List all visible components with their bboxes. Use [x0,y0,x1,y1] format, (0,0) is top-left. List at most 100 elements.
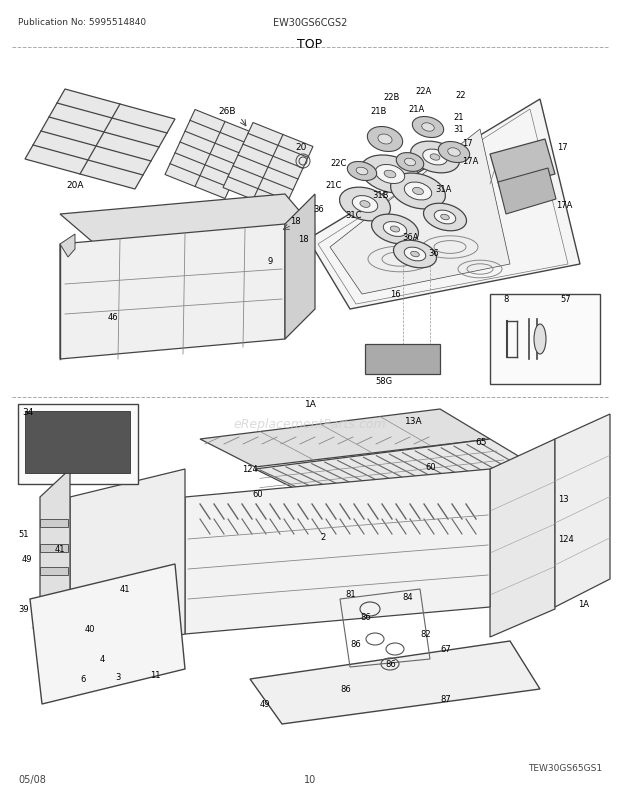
Text: 41: 41 [120,585,130,593]
Ellipse shape [394,241,436,269]
Polygon shape [25,90,175,190]
Polygon shape [40,469,70,664]
Text: 60: 60 [252,490,263,499]
Text: 65: 65 [475,438,487,447]
Text: 21C: 21C [325,180,342,189]
Ellipse shape [410,142,459,174]
Ellipse shape [371,215,419,245]
Text: 58G: 58G [375,377,392,386]
Text: 26B: 26B [218,107,236,116]
Text: 1A: 1A [578,600,589,609]
Text: 124: 124 [558,535,574,544]
Ellipse shape [430,155,440,161]
Text: 22A: 22A [415,87,432,96]
Text: TOP: TOP [298,38,322,51]
Ellipse shape [412,117,444,138]
Text: 18: 18 [290,217,301,226]
Ellipse shape [340,188,391,221]
Text: EW30GS6CGS2: EW30GS6CGS2 [273,18,347,28]
Text: 17: 17 [462,140,472,148]
Text: 82: 82 [420,630,431,638]
Text: 51: 51 [18,530,29,539]
Ellipse shape [438,142,470,164]
Text: 22B: 22B [383,93,399,103]
Text: 20A: 20A [66,180,84,189]
Text: 87: 87 [440,695,451,703]
Text: 1A: 1A [305,400,317,409]
Text: 6: 6 [80,674,86,683]
Text: 36: 36 [428,248,439,257]
Ellipse shape [422,124,434,132]
Ellipse shape [396,153,423,172]
Text: Publication No: 5995514840: Publication No: 5995514840 [18,18,146,27]
Text: 36A: 36A [402,233,418,242]
Bar [18,404,138,484]
Ellipse shape [412,188,423,196]
Text: 21A: 21A [408,105,424,115]
Bar [40,567,68,575]
Text: 86: 86 [385,660,396,669]
Polygon shape [555,415,610,607]
Polygon shape [255,439,540,497]
Text: 84: 84 [402,593,413,602]
Text: 4: 4 [100,654,105,664]
Text: 9: 9 [268,257,273,266]
Ellipse shape [352,196,378,213]
Polygon shape [30,565,185,704]
Text: 13A: 13A [405,417,423,426]
Text: 17A: 17A [556,200,572,209]
Text: 34: 34 [22,407,33,416]
Text: 13: 13 [558,495,569,504]
Bar [25,411,130,473]
Polygon shape [490,439,555,638]
Text: 10: 10 [304,774,316,784]
Polygon shape [498,168,556,215]
Ellipse shape [361,156,419,194]
Polygon shape [285,195,315,339]
Text: 81: 81 [345,589,356,599]
Ellipse shape [384,171,396,179]
Bar [40,520,68,528]
Polygon shape [60,195,315,245]
Text: 2: 2 [320,533,326,542]
Text: TEW30GS65GS1: TEW30GS65GS1 [528,763,602,772]
Ellipse shape [383,222,407,237]
Polygon shape [60,235,75,257]
Ellipse shape [375,165,405,184]
Text: 49: 49 [260,699,270,709]
Polygon shape [308,100,580,310]
Text: 31C: 31C [345,210,361,219]
Text: 86: 86 [360,613,371,622]
Text: 31: 31 [453,125,464,134]
Ellipse shape [404,159,415,167]
Text: eReplacementParts.com: eReplacementParts.com [234,418,386,431]
Polygon shape [165,111,255,199]
Text: 60: 60 [425,463,436,472]
Ellipse shape [441,215,450,221]
Text: 31A: 31A [435,185,451,194]
Text: 20: 20 [295,144,306,152]
Text: 41: 41 [55,545,66,554]
Ellipse shape [423,204,466,232]
Polygon shape [250,642,540,724]
Text: 21B: 21B [370,107,386,116]
Ellipse shape [356,168,368,176]
Text: 86: 86 [340,685,351,694]
Polygon shape [330,130,510,294]
Ellipse shape [404,183,432,200]
Text: 22C: 22C [330,158,347,168]
Text: 49: 49 [22,555,32,564]
Text: 17A: 17A [462,157,479,166]
Text: 21: 21 [453,113,464,123]
Text: 11: 11 [150,670,161,679]
Ellipse shape [404,248,426,261]
Text: 39: 39 [18,605,29,614]
Text: 18: 18 [298,235,309,244]
Ellipse shape [391,227,400,233]
Text: 57: 57 [560,295,570,304]
Bar [40,545,68,553]
Ellipse shape [534,325,546,354]
Polygon shape [200,410,490,468]
Polygon shape [490,140,555,190]
Ellipse shape [378,135,392,145]
